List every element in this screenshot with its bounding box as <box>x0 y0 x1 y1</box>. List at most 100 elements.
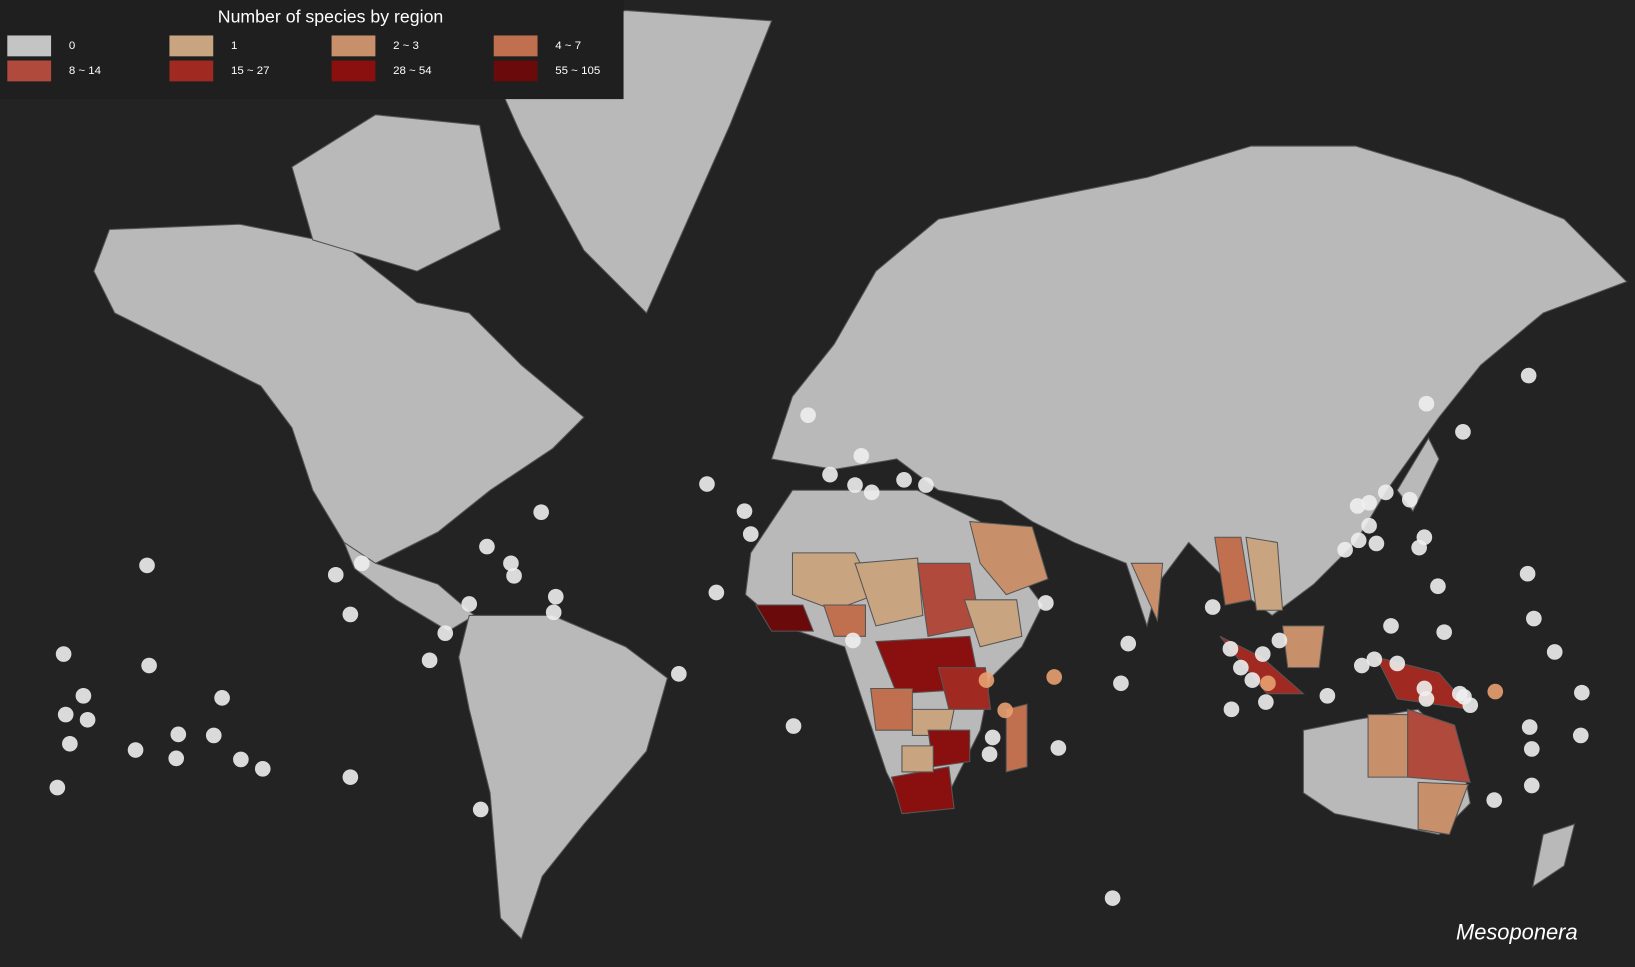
occurrence-dot <box>822 466 838 483</box>
occurrence-dot <box>1546 644 1563 660</box>
occurrence-dot <box>254 760 271 777</box>
occurrence-dot <box>670 666 687 682</box>
occurrence-dot <box>421 652 438 669</box>
occurrence-dot <box>342 769 359 785</box>
occurrence-dot <box>1455 424 1471 440</box>
occurrence-dot <box>1436 624 1453 640</box>
occurrence-dot <box>1258 694 1274 710</box>
region <box>791 552 877 611</box>
occurrence-dot <box>1377 484 1394 501</box>
occurrence-dot <box>708 584 725 601</box>
occurrence-dot <box>1337 541 1353 558</box>
region <box>1417 781 1469 836</box>
caption: Mesoponera <box>1456 919 1578 944</box>
occurrence-dot <box>545 604 562 621</box>
legend-label: 15 ~ 27 <box>231 65 270 77</box>
region <box>755 604 815 632</box>
occurrence-dot <box>1519 565 1536 582</box>
arctic-islands <box>291 114 502 272</box>
legend-swatch <box>331 60 376 82</box>
occurrence-dot <box>1353 657 1370 674</box>
legend-label: 2 ~ 3 <box>393 40 419 52</box>
region <box>969 520 1049 596</box>
occurrence-dot <box>1456 689 1472 705</box>
region <box>1245 536 1284 611</box>
occurrence-dot <box>1523 777 1540 794</box>
occurrence-dot <box>55 646 72 662</box>
occurrence-dot <box>205 727 222 744</box>
occurrence-dot <box>472 801 489 818</box>
new-zealand <box>1532 823 1576 888</box>
occurrence-dot <box>1430 578 1446 595</box>
occurrence-dot <box>479 538 495 555</box>
occurrence-dot <box>1486 792 1503 808</box>
region <box>1130 562 1164 623</box>
region <box>1281 625 1325 669</box>
occurrence-dot <box>981 746 998 763</box>
occurrence-dot <box>437 625 454 642</box>
occurrence-dot <box>699 476 715 492</box>
region <box>1005 703 1028 773</box>
legend-label: 1 <box>231 40 237 52</box>
central-america <box>342 541 476 632</box>
occurrence-dot <box>1521 719 1538 735</box>
occurrence-dot <box>327 566 344 583</box>
legend-swatch <box>169 35 214 57</box>
occurrence-dot <box>847 477 863 493</box>
occurrence-dot <box>461 596 478 612</box>
region <box>927 729 971 768</box>
occurrence-dot <box>1523 741 1540 757</box>
legend: 0 1 2 ~ 3 4 ~ 7 8 ~ 14 15 ~ 27 28 ~ 54 55 ~ 105 <box>7 35 600 82</box>
occurrence-dot <box>547 588 564 605</box>
occurrence-dot <box>896 472 912 488</box>
occurrence-dot <box>62 735 78 752</box>
occurrence-dot <box>1418 395 1435 412</box>
occurrence-dot <box>75 687 92 704</box>
legend-title: Number of species by region <box>218 6 444 26</box>
occurrence-dot <box>1416 680 1433 697</box>
region <box>1214 536 1252 606</box>
legend-swatch <box>493 60 538 82</box>
occurrence-dot <box>1271 632 1288 649</box>
occurrence-dot <box>1520 367 1537 384</box>
occurrence-dot <box>1038 595 1054 611</box>
occurrence-dot <box>1389 655 1406 672</box>
occurrence-dot <box>1366 651 1383 668</box>
occurrence-dot <box>168 750 185 767</box>
occurrence-dot <box>127 742 144 758</box>
occurrence-dot <box>863 484 880 501</box>
occurrence-dot <box>141 657 157 674</box>
legend-swatch <box>169 60 214 82</box>
occurrence-dot <box>736 503 753 519</box>
occurrence-dot <box>79 711 96 728</box>
region <box>963 599 1023 648</box>
occurrence-dot <box>1383 618 1399 634</box>
occurrence-dot <box>1361 494 1377 511</box>
occurrence-dot <box>354 555 370 572</box>
legend-label: 0 <box>69 40 75 52</box>
legend-label: 4 ~ 7 <box>555 40 581 52</box>
occurrence-dot <box>1401 491 1418 508</box>
occurrence-dot <box>214 690 230 706</box>
occurrence-dot <box>139 557 155 574</box>
occurrence-dot <box>1350 532 1367 549</box>
occurrence-dot <box>1254 646 1271 662</box>
occurrence-dot <box>997 702 1014 719</box>
occurrence-dot <box>1526 610 1542 627</box>
occurrence-dot <box>1120 635 1137 652</box>
occurrence-dot <box>984 729 1001 746</box>
occurrence-dot <box>1572 727 1589 744</box>
occurrence-dot <box>1223 701 1240 718</box>
occurrence-dot <box>49 779 66 796</box>
occurrence-dot <box>1113 675 1129 692</box>
occurrence-dot <box>1244 672 1261 688</box>
occurrence-dot <box>1411 539 1427 556</box>
occurrence-dot <box>1319 687 1336 704</box>
region <box>870 687 913 731</box>
occurrence-dot <box>506 567 522 584</box>
legend-swatch <box>493 35 538 57</box>
region <box>937 667 992 710</box>
legend-swatch <box>331 35 376 57</box>
